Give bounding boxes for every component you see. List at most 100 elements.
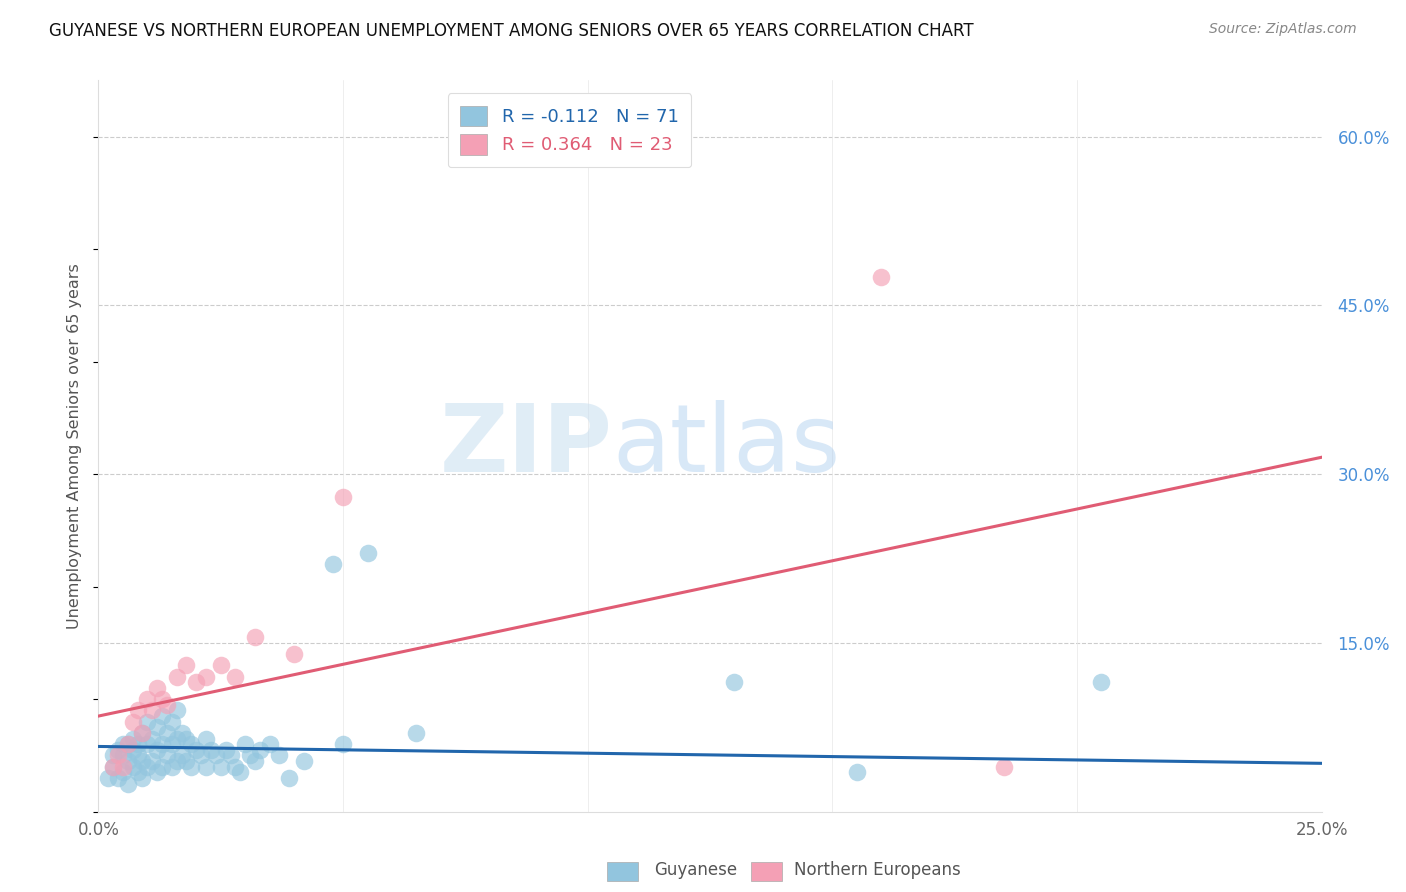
Point (186, 743, 208, 757)
Point (150, 760, 173, 774)
Point (195, 760, 218, 774)
Point (283, 647, 305, 661)
Point (845, 765, 868, 780)
Point (131, 726, 153, 740)
Point (141, 731, 163, 746)
Point (176, 754, 198, 768)
Point (259, 737, 281, 751)
Point (249, 743, 271, 757)
Point (101, 748, 124, 763)
Point (332, 737, 354, 751)
Point (209, 658, 232, 673)
Point (205, 748, 228, 763)
Point (131, 771, 153, 785)
Point (127, 765, 149, 780)
Text: Guyanese: Guyanese (654, 861, 737, 879)
Point (186, 675, 208, 690)
Point (166, 731, 188, 746)
Point (121, 714, 143, 729)
Point (136, 737, 159, 751)
Point (136, 714, 159, 729)
Point (180, 737, 202, 751)
Point (1090, 675, 1112, 690)
Point (405, 726, 427, 740)
Text: GUYANESE VS NORTHERN EUROPEAN UNEMPLOYMENT AMONG SENIORS OVER 65 YEARS CORRELATI: GUYANESE VS NORTHERN EUROPEAN UNEMPLOYME… (49, 22, 974, 40)
Point (101, 760, 124, 774)
Point (190, 748, 212, 763)
Point (195, 731, 218, 746)
Point (224, 670, 246, 684)
Point (160, 760, 183, 774)
Point (107, 748, 129, 763)
Point (243, 630, 266, 644)
Point (170, 726, 193, 740)
Point (239, 748, 262, 763)
Point (107, 743, 129, 757)
Point (176, 658, 198, 673)
Point (111, 748, 134, 763)
Point (170, 748, 193, 763)
Point (150, 737, 173, 751)
Point (141, 754, 163, 768)
Text: atlas: atlas (612, 400, 841, 492)
Point (322, 557, 344, 571)
Point (111, 737, 134, 751)
Point (146, 681, 169, 695)
Point (136, 692, 159, 706)
Point (233, 737, 256, 751)
Point (176, 731, 198, 746)
Point (131, 754, 153, 768)
Point (117, 737, 139, 751)
Point (127, 703, 149, 717)
Point (156, 726, 179, 740)
Point (209, 760, 232, 774)
Point (224, 760, 246, 774)
Y-axis label: Unemployment Among Seniors over 65 years: Unemployment Among Seniors over 65 years (67, 263, 83, 629)
Point (141, 703, 163, 717)
Point (101, 760, 124, 774)
Point (150, 709, 173, 723)
Point (292, 754, 315, 768)
Point (278, 771, 301, 785)
Point (723, 675, 745, 690)
Point (121, 743, 143, 757)
Legend: R = -0.112   N = 71, R = 0.364   N = 23: R = -0.112 N = 71, R = 0.364 N = 23 (447, 93, 692, 167)
Point (146, 765, 169, 780)
Point (150, 692, 173, 706)
Point (121, 760, 143, 774)
Point (121, 731, 143, 746)
Point (269, 748, 291, 763)
Point (180, 760, 202, 774)
Point (229, 765, 252, 780)
Point (214, 743, 236, 757)
Point (160, 737, 183, 751)
Point (166, 670, 188, 684)
Point (870, 270, 893, 285)
Point (127, 737, 149, 751)
Point (156, 748, 179, 763)
Point (111, 760, 134, 774)
Point (243, 754, 266, 768)
Point (146, 720, 169, 734)
Point (131, 726, 153, 740)
Point (146, 743, 169, 757)
Point (166, 754, 188, 768)
Text: ZIP: ZIP (439, 400, 612, 492)
Point (200, 743, 222, 757)
Point (166, 703, 188, 717)
Point (195, 670, 218, 684)
Point (97, 771, 120, 785)
Point (127, 748, 149, 763)
Point (111, 765, 134, 780)
Point (160, 714, 183, 729)
Point (117, 754, 139, 768)
Point (117, 776, 139, 790)
Point (156, 698, 179, 712)
Point (356, 546, 378, 560)
Text: Northern Europeans: Northern Europeans (794, 861, 962, 879)
Point (219, 748, 242, 763)
Text: Source: ZipAtlas.com: Source: ZipAtlas.com (1209, 22, 1357, 37)
Point (993, 760, 1015, 774)
Point (107, 771, 129, 785)
Point (117, 737, 139, 751)
